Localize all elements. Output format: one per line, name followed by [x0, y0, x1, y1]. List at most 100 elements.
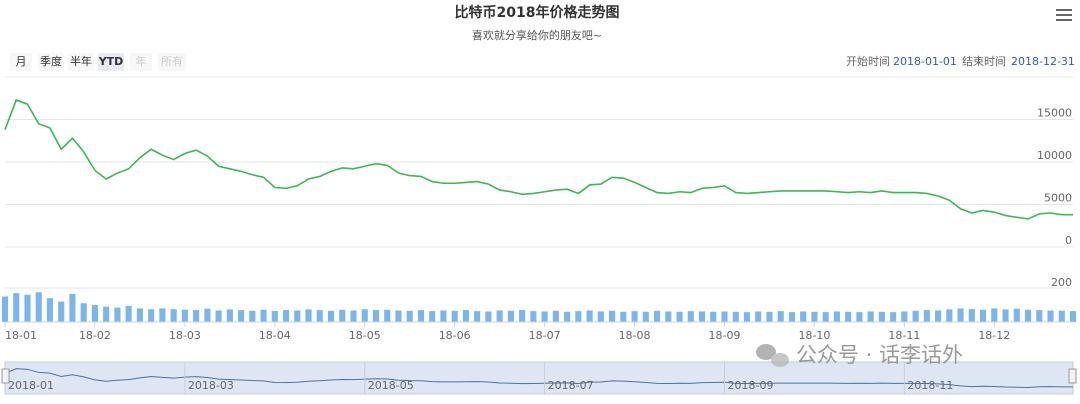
volume-bar	[429, 311, 436, 322]
volume-bar	[766, 311, 773, 322]
volume-bar	[260, 309, 267, 322]
volume-bar	[485, 311, 492, 322]
range-button[interactable]	[38, 53, 64, 71]
volume-bar	[125, 305, 132, 322]
navigator-handle[interactable]	[1, 368, 10, 384]
y-tick-label: 5000	[1044, 192, 1072, 205]
volume-bar	[923, 310, 930, 322]
volume-bar	[530, 311, 537, 322]
navigator-mask[interactable]	[4, 361, 1074, 395]
volume-bar	[878, 311, 885, 322]
chart-subtitle: 喜欢就分享给你的朋友吧~	[472, 28, 602, 42]
x-tick-label: 18-06	[439, 329, 471, 342]
volume-bar	[743, 312, 751, 322]
volume-bar	[642, 311, 649, 322]
x-tick-label: 18-02	[79, 329, 111, 342]
range-button[interactable]	[68, 53, 94, 71]
volume-bar	[833, 311, 840, 322]
volume-bar	[103, 306, 110, 322]
volume-bar	[136, 308, 143, 322]
volume-bar	[822, 312, 829, 322]
volume-bar	[507, 310, 514, 322]
y-tick-label: 0	[1065, 234, 1072, 247]
volume-bar	[46, 298, 54, 322]
x-tick-label: 18-04	[259, 329, 291, 342]
menu-bar	[1056, 14, 1072, 16]
volume-bar	[417, 310, 425, 322]
range-button-label[interactable]: YTD	[98, 55, 124, 68]
volume-bar	[597, 311, 604, 322]
volume-bar	[384, 309, 391, 322]
end-date[interactable]: 2018-12-31	[1011, 55, 1075, 68]
navigator-label: 2018-01	[8, 379, 54, 392]
volume-bar	[181, 309, 188, 322]
range-button-label[interactable]: 月	[16, 55, 27, 68]
volume-bar	[845, 311, 852, 322]
volume-bar	[350, 310, 357, 322]
volume-bar	[575, 311, 582, 322]
icon-bubble	[756, 344, 776, 360]
navigator-label: 2018-09	[727, 379, 773, 392]
range-button[interactable]	[98, 53, 124, 71]
volume-bar	[1058, 310, 1065, 322]
volume-bar	[800, 311, 807, 322]
volume-bar	[193, 310, 200, 322]
x-tick-label: 18-11	[888, 329, 920, 342]
range-button-label: 年	[136, 54, 147, 68]
volume-bar	[406, 310, 413, 322]
volume-bar	[856, 312, 863, 322]
x-tick-label: 18-03	[169, 329, 201, 342]
volume-bar	[80, 303, 87, 322]
volume-bar	[282, 310, 290, 322]
y-tick-label: 10000	[1037, 149, 1072, 162]
volume-bar	[586, 310, 593, 322]
x-tick-label: 18-09	[709, 329, 741, 342]
volume-bar	[226, 309, 233, 322]
volume-bar	[24, 294, 31, 322]
volume-bar	[935, 310, 942, 322]
volume-bar	[69, 293, 76, 322]
x-tick-label: 18-05	[349, 329, 381, 342]
volume-bar	[946, 309, 953, 322]
range-button	[130, 53, 152, 71]
volume-bar	[372, 310, 380, 322]
volume-bar	[238, 310, 245, 322]
volume-bar	[901, 311, 908, 322]
menu-bar	[1056, 19, 1072, 21]
range-button-label[interactable]: 季度	[40, 54, 62, 68]
volume-bar	[91, 305, 98, 322]
volume-bar	[339, 309, 346, 322]
start-label: 开始时间	[846, 54, 890, 68]
volume-bar	[327, 310, 335, 322]
navigator-handle[interactable]	[1068, 368, 1077, 384]
volume-bar	[519, 310, 526, 322]
volume-bar	[698, 311, 706, 322]
volume-bar	[710, 311, 717, 322]
volume-bar	[1024, 309, 1032, 322]
x-tick-label: 18-07	[529, 329, 561, 342]
range-button[interactable]	[10, 53, 32, 71]
navigator-line	[4, 368, 1073, 389]
volume-bar	[13, 293, 20, 322]
x-tick-label: 18-10	[798, 329, 830, 342]
volume-bar	[811, 311, 818, 322]
range-button-label[interactable]: 半年	[70, 54, 92, 68]
volume-bar	[451, 310, 458, 322]
volume-bar	[867, 311, 874, 322]
range-button-label: 所有	[161, 54, 183, 68]
volume-bar	[294, 310, 301, 322]
watermark-icon	[756, 344, 789, 367]
volume-bar	[474, 311, 481, 322]
volume-bar	[215, 310, 222, 322]
volume-bar	[552, 310, 559, 322]
x-tick-label: 18-12	[978, 329, 1010, 342]
start-date[interactable]: 2018-01-01	[893, 55, 957, 68]
menu-button[interactable]	[1056, 9, 1072, 21]
price-line	[4, 98, 1073, 220]
volume-bar	[1002, 309, 1009, 322]
volume-bar	[1047, 310, 1054, 322]
volume-bar	[35, 292, 42, 322]
volume-bar	[440, 310, 447, 322]
volume-bar	[541, 311, 548, 322]
volume-bar	[249, 310, 256, 322]
